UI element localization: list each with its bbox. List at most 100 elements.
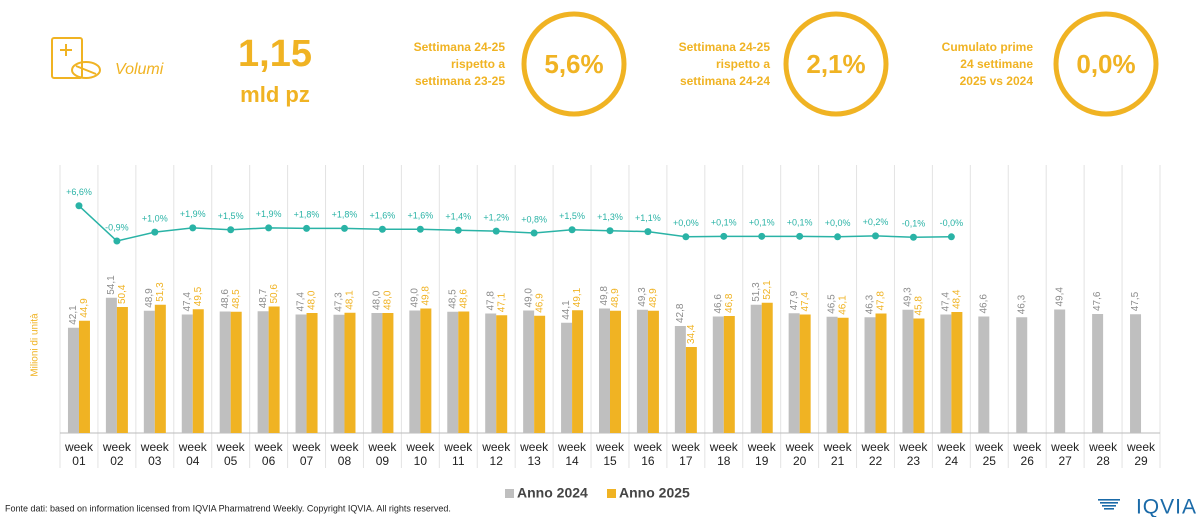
growth-point (189, 224, 197, 232)
growth-point (303, 224, 311, 232)
bar (750, 304, 762, 433)
growth-label: +0,8% (521, 214, 547, 224)
value-label: 49,3 (903, 287, 914, 307)
bar (295, 314, 307, 433)
y-axis-label: Milioni di unità (30, 313, 41, 377)
value-label: 44,1 (561, 300, 572, 320)
growth-label: -0,1% (902, 219, 926, 229)
growth-line (78, 205, 952, 242)
bar (599, 308, 610, 433)
bar (572, 310, 584, 433)
value-label: 47,4 (800, 292, 811, 312)
bar (382, 313, 394, 433)
growth-point (834, 233, 842, 241)
value-label: 48,9 (648, 288, 659, 308)
kpi-label: settimana 24-24 (680, 74, 770, 88)
x-tick-label: week 21 (824, 440, 852, 468)
growth-point (151, 228, 159, 236)
logo-stripe (1104, 508, 1114, 510)
x-tick-text: week 08 (330, 440, 359, 468)
value-label: 50,4 (117, 284, 128, 304)
growth-point (644, 228, 652, 236)
x-tick-label: week 11 (444, 440, 472, 468)
x-tick-text: week 23 (899, 440, 928, 468)
value-label: 46,1 (838, 295, 849, 315)
logo: IQVIA (1136, 496, 1197, 517)
legend-label: Anno 2025 (619, 485, 690, 501)
bar (344, 312, 356, 433)
volume-icon (51, 37, 101, 79)
value-label: 42,8 (675, 303, 686, 323)
kpi-circle (783, 11, 889, 117)
value-label: 46,6 (713, 294, 724, 314)
bar (78, 320, 90, 433)
bar (105, 297, 117, 433)
x-tick-text: week 09 (368, 440, 397, 468)
x-tick-text: week 03 (140, 440, 169, 468)
x-tick-text: week 12 (482, 440, 511, 468)
x-tick-text: week 02 (102, 440, 131, 468)
value-label: 48,0 (383, 290, 394, 310)
x-tick-label: week 24 (937, 440, 965, 468)
growth-label: +1,9% (256, 209, 282, 219)
x-tick-text: week 26 (1013, 440, 1042, 468)
x-tick-text: week 06 (254, 440, 283, 468)
value-label: 46,9 (534, 293, 545, 313)
kpi-label: 24 settimane (960, 57, 1033, 71)
value-label: 46,8 (724, 293, 735, 313)
bar (230, 311, 242, 433)
kpi-label: rispetto a (451, 57, 505, 71)
x-tick-label: week 16 (633, 440, 662, 468)
bar (534, 315, 546, 433)
x-tick-label: week 22 (862, 440, 890, 468)
x-tick-label: week 25 (975, 440, 1003, 468)
value-label: 47,8 (485, 291, 496, 311)
growth-label: +1,4% (445, 212, 471, 222)
logo-stripe (1098, 499, 1120, 501)
x-tick-label: week 20 (786, 440, 814, 468)
growth-point (872, 232, 880, 240)
value-label: 47,3 (334, 292, 345, 312)
x-tick-label: week 05 (216, 440, 245, 468)
bar (788, 313, 800, 433)
growth-point (758, 232, 766, 240)
value-label: 49,0 (523, 288, 534, 308)
bar (561, 322, 573, 433)
growth-label: +0,1% (787, 218, 813, 228)
bar (674, 326, 686, 433)
growth-point (682, 233, 690, 241)
growth-label: +1,2% (483, 213, 509, 223)
growth-label: +1,1% (635, 213, 661, 223)
legend-label: Anno 2024 (517, 485, 588, 501)
x-tick-label: week 02 (102, 440, 131, 468)
value-label: 47,4 (182, 292, 193, 312)
x-tick-text: week 05 (216, 440, 245, 468)
value-label: 45,8 (914, 296, 925, 316)
bar (143, 310, 155, 433)
bar (458, 311, 470, 433)
growth-label: +1,6% (370, 211, 396, 221)
growth-point (416, 225, 424, 233)
value-label: 47,6 (1092, 291, 1103, 311)
growth-label: +1,5% (559, 211, 585, 221)
x-tick-text: week 18 (709, 440, 738, 468)
x-tick-label: week 29 (1127, 440, 1155, 468)
bar (181, 314, 193, 433)
source-note: Fonte dati: based on information license… (5, 503, 451, 513)
value-label: 49,4 (1054, 287, 1065, 307)
growth-point (530, 229, 538, 237)
bar (371, 313, 383, 433)
x-tick-label: week 07 (293, 440, 321, 468)
growth-label: +1,9% (180, 209, 206, 219)
x-tick-text: week 28 (1089, 440, 1118, 468)
bar (523, 310, 535, 433)
growth-point (265, 224, 273, 232)
value-label: 47,4 (941, 292, 952, 312)
value-label: 48,5 (231, 289, 242, 309)
value-label: 47,9 (789, 290, 800, 310)
x-tick-text: week 16 (633, 440, 662, 468)
bar (1054, 309, 1066, 433)
bar (447, 311, 459, 433)
bar (940, 314, 952, 433)
growth-point (720, 232, 728, 240)
